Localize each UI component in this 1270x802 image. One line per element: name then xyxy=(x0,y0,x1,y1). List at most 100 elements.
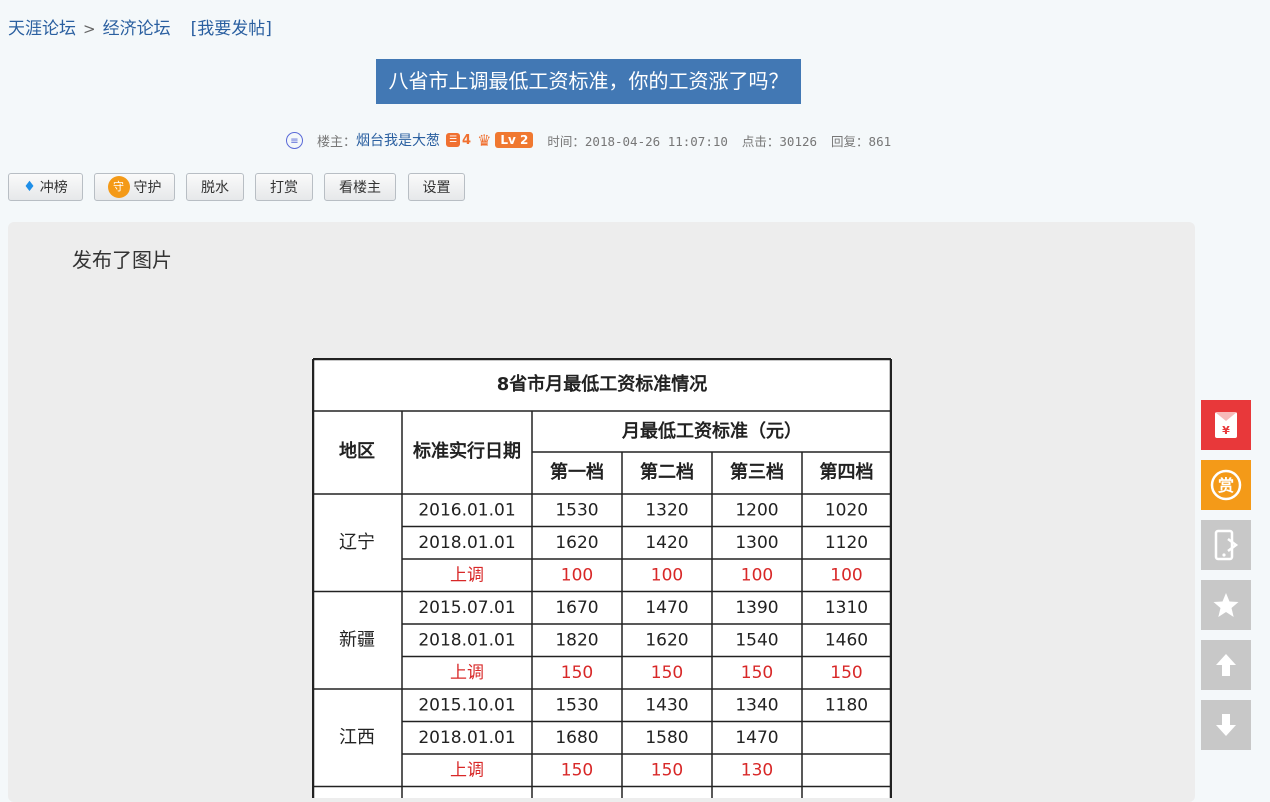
author-link[interactable]: 烟台我是大葱 xyxy=(356,133,441,149)
table-value-cell: 100 xyxy=(830,565,862,585)
new-post-link[interactable]: [我要发帖] xyxy=(190,19,272,39)
scroll-bottom-button[interactable] xyxy=(1201,700,1251,750)
star-icon xyxy=(1213,593,1239,617)
table-value-cell: 1620 xyxy=(645,630,688,650)
post-clicks: 点击：30126 xyxy=(741,133,818,149)
rank-button[interactable]: ♦ 冲榜 xyxy=(8,173,83,201)
table-header-date: 标准实行日期 xyxy=(412,440,521,462)
table-raise-label: 上调 xyxy=(450,760,484,780)
reward-button-label: 打赏 xyxy=(270,180,298,196)
table-value-cell: 1470 xyxy=(735,728,778,748)
table-header-region: 地区 xyxy=(339,440,375,462)
table-value-cell: 1180 xyxy=(825,695,868,715)
table-header-tier: 第一档 xyxy=(550,461,604,483)
table-value-cell: 1530 xyxy=(555,695,598,715)
table-value-cell: 1680 xyxy=(555,728,598,748)
breadcrumb-separator: > xyxy=(83,20,96,38)
red-envelope-button[interactable]: ¥ xyxy=(1201,400,1251,450)
table-header-tier: 第二档 xyxy=(640,461,694,483)
arrow-down-icon xyxy=(1216,714,1236,736)
breadcrumb-board-link[interactable]: 经济论坛 xyxy=(102,19,171,39)
owner-label: 楼主： xyxy=(317,134,357,150)
wage-table-image: 8省市月最低工资标准情况地区 标准实行日期 月最低工资标准（元） 第一档 第二档 第三档 第… xyxy=(311,357,893,798)
table-raise-label: 上调 xyxy=(450,663,484,683)
diamond-icon: ♦ xyxy=(23,179,36,195)
table-value-cell: 1530 xyxy=(555,500,598,520)
table-value-cell: 150 xyxy=(830,663,862,683)
settings-button-label: 设置 xyxy=(422,180,451,196)
table-title: 8省市月最低工资标准情况 xyxy=(497,373,708,395)
table-region-cell: 辽宁 xyxy=(339,532,375,553)
table-value-cell: 150 xyxy=(561,663,593,683)
table-value-cell: 100 xyxy=(561,565,593,585)
reward-button[interactable]: 打赏 xyxy=(255,173,313,201)
table-value-cell: 1580 xyxy=(645,728,688,748)
table-region-cell: 江西 xyxy=(339,727,375,748)
table-value-cell: 1430 xyxy=(645,695,688,715)
dehydrate-button-label: 脱水 xyxy=(201,180,229,196)
post-body-text: 发布了图片 xyxy=(72,248,172,272)
owner-only-button-label: 看楼主 xyxy=(339,180,381,196)
table-value-cell: 1340 xyxy=(735,695,778,715)
table-value-cell: 150 xyxy=(561,760,593,780)
scroll-top-button[interactable] xyxy=(1201,640,1251,690)
table-header-tier: 第三档 xyxy=(730,461,784,483)
table-date-cell: 2016.01.01 xyxy=(418,500,515,520)
shield-icon: 守 xyxy=(107,176,130,198)
breadcrumb-site-link[interactable]: 天涯论坛 xyxy=(8,19,76,39)
settings-button[interactable]: 设置 xyxy=(408,173,465,201)
side-reward-button[interactable]: 赏 xyxy=(1201,460,1251,510)
level-badge-icon: ☰ xyxy=(446,133,461,147)
table-background xyxy=(312,358,892,798)
table-header-tier: 第四档 xyxy=(820,461,874,483)
dehydrate-button[interactable]: 脱水 xyxy=(186,173,244,201)
table-date-cell: 2018.01.01 xyxy=(418,630,515,650)
table-value-cell: 100 xyxy=(741,565,773,585)
table-value-cell: 1460 xyxy=(825,630,868,650)
post-title: 八省市上调最低工资标准，你的工资涨了吗？ xyxy=(376,59,801,104)
table-date-cell: 2015.10.01 xyxy=(418,695,515,715)
table-region-cell: 新疆 xyxy=(339,629,375,650)
table-value-cell: 1420 xyxy=(645,533,688,553)
guard-button-label: 守护 xyxy=(133,180,162,196)
post-time: 时间：2018-04-26 11:07:10 xyxy=(547,133,728,149)
table-value-cell: 1120 xyxy=(825,533,868,553)
guard-button[interactable]: 守 守护 xyxy=(94,173,175,201)
owner-only-button[interactable]: 看楼主 xyxy=(324,173,396,201)
rank-button-label: 冲榜 xyxy=(39,180,68,196)
table-date-cell: 2015.07.01 xyxy=(418,598,515,618)
table-value-cell: 1820 xyxy=(555,630,598,650)
table-value-cell: 1310 xyxy=(825,598,868,618)
table-value-cell: 1620 xyxy=(555,533,598,553)
red-envelope-icon: ¥ xyxy=(1215,412,1237,438)
mobile-icon xyxy=(1214,529,1239,561)
lv-badge: Lv 2 xyxy=(495,132,534,148)
table-date-cell: 2018.01.01 xyxy=(418,728,515,748)
table-value-cell: 150 xyxy=(651,663,683,683)
post-replies: 回复：861 xyxy=(831,133,892,149)
reward-icon: 赏 xyxy=(1210,469,1242,501)
table-value-cell: 1470 xyxy=(645,598,688,618)
user-face-icon: ≡ xyxy=(286,131,303,149)
level-badge-number: 4 xyxy=(462,132,472,148)
table-value-cell: 1200 xyxy=(735,500,778,520)
reward-icon-label: 赏 xyxy=(1218,476,1234,495)
table-value-cell: 1540 xyxy=(735,630,778,650)
table-raise-label: 上调 xyxy=(450,565,484,585)
table-date-cell: 2018.01.01 xyxy=(418,533,515,553)
table-header-group: 月最低工资标准（元） xyxy=(621,420,802,442)
table-value-cell: 150 xyxy=(651,760,683,780)
arrow-up-icon xyxy=(1216,654,1236,676)
yen-symbol: ¥ xyxy=(1222,424,1230,437)
post-meta: ≡ 楼主： 烟台我是大葱 ☰ 4 ♛ Lv 2 时间：2018-04-26 11… xyxy=(286,129,905,151)
table-value-cell: 130 xyxy=(741,760,773,780)
table-value-cell: 1390 xyxy=(735,598,778,618)
table-value-cell: 1300 xyxy=(735,533,778,553)
crown-icon: ♛ xyxy=(477,130,492,150)
table-value-cell: 150 xyxy=(741,663,773,683)
breadcrumb: 天涯论坛 > 经济论坛 [我要发帖] xyxy=(8,14,272,39)
table-value-cell: 1670 xyxy=(555,598,598,618)
favorite-button[interactable] xyxy=(1201,580,1251,630)
mobile-button[interactable] xyxy=(1201,520,1251,570)
